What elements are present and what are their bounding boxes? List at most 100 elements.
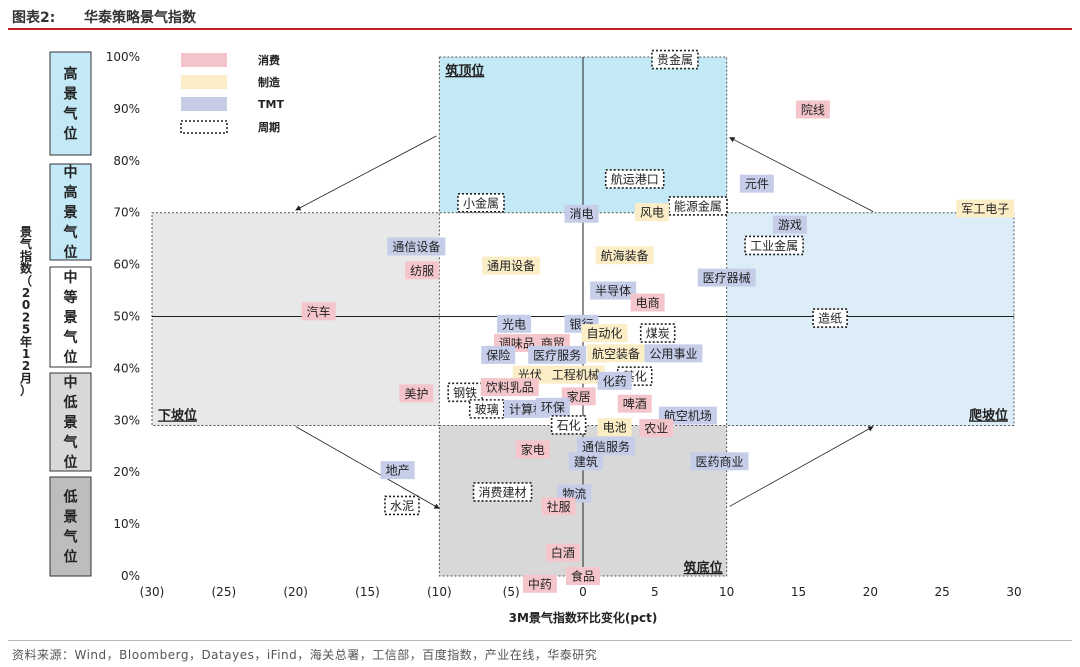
- data-point: 环保: [535, 397, 570, 416]
- data-point-box: [564, 204, 599, 223]
- data-point-box: [744, 235, 804, 256]
- data-point: 煤炭: [639, 323, 676, 343]
- data-point-box: [399, 384, 434, 403]
- footer-rule: [8, 640, 1072, 641]
- figure-label: 图表2:: [12, 10, 56, 26]
- data-point-label: 钢铁: [453, 386, 477, 400]
- data-point-box: [481, 345, 516, 364]
- data-point-box: [566, 567, 600, 585]
- data-point: 能源金属: [668, 196, 728, 216]
- data-point-label: 农业: [644, 422, 668, 436]
- zone-label: 下坡位: [158, 407, 197, 423]
- data-point: 医疗服务: [528, 345, 587, 364]
- data-point: 航空装备: [587, 344, 646, 363]
- data-point-label: 工程机械: [552, 367, 600, 382]
- data-point: 保险: [481, 345, 516, 364]
- data-point-label: 航空机场: [664, 408, 712, 423]
- data-point: 通信服务: [576, 437, 635, 456]
- data-point-box: [497, 314, 532, 333]
- data-point-label: 自动化: [587, 327, 623, 341]
- data-point-box: [739, 174, 774, 193]
- y-tick-label: 0%: [121, 569, 140, 583]
- data-point-label: 小金属: [463, 195, 499, 210]
- data-point-label: 医疗服务: [533, 347, 581, 362]
- data-point-box: [597, 371, 632, 390]
- data-point-box: [595, 246, 654, 265]
- y-tick-label: 50%: [113, 310, 140, 324]
- data-point: 水泥: [384, 495, 420, 516]
- sentiment-band: [49, 476, 92, 577]
- data-point-label: 通信设备: [392, 240, 440, 254]
- x-tick-label: (20): [283, 585, 308, 599]
- sentiment-band-label: 中低景气位: [63, 374, 78, 471]
- data-point-box: [576, 437, 635, 456]
- data-point-box: [697, 268, 756, 287]
- y-tick-label: 90%: [113, 102, 140, 116]
- data-point-box: [546, 365, 605, 384]
- data-point: 元件: [739, 174, 774, 193]
- data-point-label: 航运港口: [611, 171, 659, 186]
- data-point-label: 元件: [745, 177, 769, 191]
- data-point: 自动化: [581, 324, 628, 343]
- data-point-label: 化药: [603, 374, 627, 388]
- data-point-box: [535, 397, 570, 416]
- cycle-arrow: [295, 426, 440, 509]
- data-point: 家电: [515, 440, 550, 459]
- data-point-box: [634, 203, 669, 222]
- data-point: 石化: [550, 415, 587, 435]
- y-tick-label: 20%: [113, 465, 140, 479]
- data-point: 工程机械: [546, 365, 605, 384]
- data-point-box: [639, 419, 674, 438]
- data-point-label: 煤炭: [646, 327, 670, 341]
- x-tick-label: 30: [1006, 585, 1021, 599]
- x-tick-label: 0: [579, 585, 587, 599]
- data-point-box: [690, 452, 749, 471]
- data-point-box: [541, 497, 576, 516]
- data-point-label: 消费建材: [479, 485, 527, 499]
- data-point-label: 医疗器械: [703, 270, 751, 285]
- legend-label: 消费: [258, 53, 280, 67]
- data-point-box: [561, 387, 596, 406]
- legend-label: 制造: [258, 75, 281, 89]
- data-point-label: 啤酒: [623, 396, 647, 411]
- data-point-label: 军工电子: [961, 202, 1009, 216]
- data-point-label: 电商: [636, 295, 660, 310]
- data-point-box: [651, 49, 699, 70]
- data-point-box: [447, 382, 483, 403]
- data-point: 航空机场: [658, 406, 717, 425]
- legend-label: TMT: [258, 98, 284, 111]
- data-point-box: [457, 193, 505, 213]
- data-point-label: 社服: [547, 499, 571, 514]
- data-point: 农业: [639, 419, 674, 438]
- data-point-box: [515, 440, 550, 459]
- data-point-label: 半导体: [595, 284, 631, 298]
- sentiment-band: [49, 266, 92, 368]
- data-point: 钢铁: [447, 382, 483, 403]
- y-tick-label: 60%: [113, 258, 140, 272]
- data-point-box: [581, 324, 628, 343]
- data-point-label: 美护: [404, 387, 428, 401]
- sentiment-band-label: 中等景气位: [63, 269, 78, 366]
- sentiment-band: [49, 51, 92, 156]
- data-point: 啤酒: [617, 394, 652, 413]
- data-point: 中药: [522, 574, 557, 593]
- zone-label: 筑底位: [684, 560, 723, 576]
- data-point: 电商: [630, 293, 665, 312]
- data-point-label: 纺服: [410, 264, 434, 278]
- data-point-box: [597, 418, 632, 437]
- sentiment-band-label: 高景气位: [63, 66, 78, 143]
- data-point-box: [380, 461, 415, 480]
- data-point-label: 白酒: [551, 545, 575, 560]
- data-point-box: [658, 406, 717, 425]
- x-tick-label: (10): [427, 585, 452, 599]
- data-point-label: 中药: [528, 576, 552, 591]
- sentiment-band-label: 中高景气位: [63, 164, 78, 261]
- data-point-box: [795, 100, 830, 119]
- data-point-label: 光电: [502, 317, 526, 331]
- sentiment-band: [49, 163, 92, 261]
- x-tick-label: 5: [651, 585, 659, 599]
- data-point: 纺服: [405, 261, 440, 280]
- y-tick-label: 100%: [106, 50, 140, 64]
- data-point: 航海装备: [595, 246, 654, 265]
